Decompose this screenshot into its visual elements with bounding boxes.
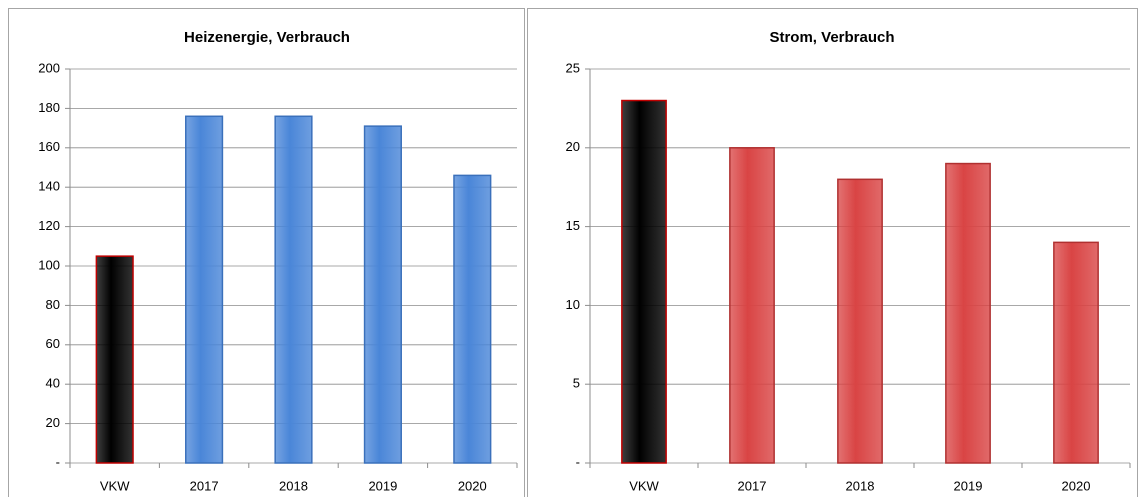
y-tick-label: 15: [566, 218, 580, 233]
bar: [274, 115, 313, 464]
y-tick-label: 25: [566, 60, 580, 75]
y-tick-label: -: [56, 454, 60, 469]
x-tick-label: 2018: [279, 478, 308, 493]
y-tick-label: 140: [38, 179, 60, 194]
y-tick-label: 160: [38, 139, 60, 154]
bar: [363, 125, 402, 464]
y-tick-label: 5: [573, 376, 580, 391]
y-tick-label: -: [576, 454, 580, 469]
y-tick-label: 100: [38, 257, 60, 272]
bar: [185, 115, 224, 464]
x-tick-label: 2019: [954, 478, 983, 493]
y-tick-label: 40: [46, 376, 60, 391]
x-tick-label: 2020: [1062, 478, 1091, 493]
x-tick-label: 2017: [190, 478, 219, 493]
y-tick-label: 180: [38, 100, 60, 115]
x-tick-label: 2017: [738, 478, 767, 493]
x-tick-label: VKW: [100, 478, 130, 493]
bar: [621, 99, 667, 464]
bar: [1053, 241, 1099, 464]
bar: [945, 162, 991, 464]
chart-title: Heizenergie, Verbrauch: [184, 29, 350, 46]
y-tick-label: 80: [46, 297, 60, 312]
panel: [527, 8, 1138, 497]
y-tick-label: 20: [46, 415, 60, 430]
bar: [729, 147, 775, 464]
x-tick-label: 2018: [846, 478, 875, 493]
chart-title: Strom, Verbrauch: [769, 29, 894, 46]
y-tick-label: 60: [46, 336, 60, 351]
x-tick-label: VKW: [629, 478, 659, 493]
x-tick-label: 2020: [458, 478, 487, 493]
y-tick-label: 200: [38, 60, 60, 75]
y-tick-label: 120: [38, 218, 60, 233]
bar: [95, 255, 134, 464]
y-tick-label: 10: [566, 297, 580, 312]
x-tick-label: 2019: [368, 478, 397, 493]
y-tick-label: 20: [566, 139, 580, 154]
panel: [8, 8, 525, 497]
bar: [453, 174, 492, 464]
bar: [837, 178, 883, 464]
